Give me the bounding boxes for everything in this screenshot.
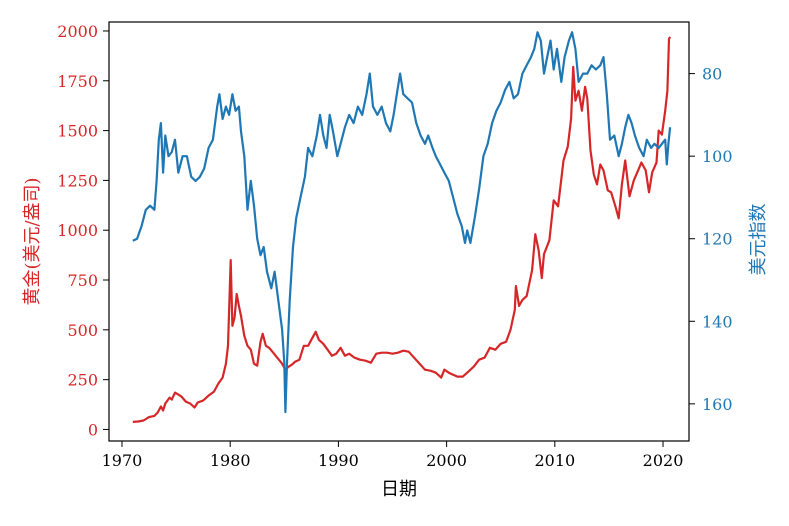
y-right-axis: 80 100 120 140 160 [689,65,733,414]
y-left-tick-label: 1000 [57,221,98,240]
y-left-axis-title: 黄金(美元/盎司) [22,177,43,305]
y-left-tick-label: 750 [67,271,98,290]
x-tick-label: 2020 [643,451,684,470]
y-right-tick-label: 140 [702,312,733,331]
gold-price-line [132,36,672,423]
y-right-tick-label: 120 [702,230,733,249]
y-left-tick-label: 500 [67,321,98,340]
x-tick-label: 1970 [102,451,143,470]
y-right-tick-label: 100 [702,147,733,166]
y-right-tick-label: 80 [702,65,722,84]
usd-index-line [132,31,672,414]
y-left-tick-label: 1750 [57,72,98,91]
y-left-tick-label: 0 [88,420,98,439]
x-axis: 1970 1980 1990 2000 2010 2020 [102,441,684,470]
y-left-tick-label: 1250 [57,171,98,190]
x-tick-label: 2010 [534,451,575,470]
x-tick-label: 1990 [318,451,359,470]
y-left-tick-label: 250 [67,371,98,390]
y-right-axis-title: 美元指数 [748,204,769,276]
y-left-tick-label: 1500 [57,122,98,141]
series-layer [132,31,672,423]
plot-frame [108,21,690,442]
y-left-axis: 0 250 500 750 1000 1250 1500 1750 2000 [57,22,109,439]
x-axis-title: 日期 [381,479,417,500]
y-left-tick-label: 2000 [57,22,98,41]
y-right-tick-label: 160 [702,395,733,414]
x-tick-label: 2000 [426,451,467,470]
x-tick-label: 1980 [210,451,251,470]
